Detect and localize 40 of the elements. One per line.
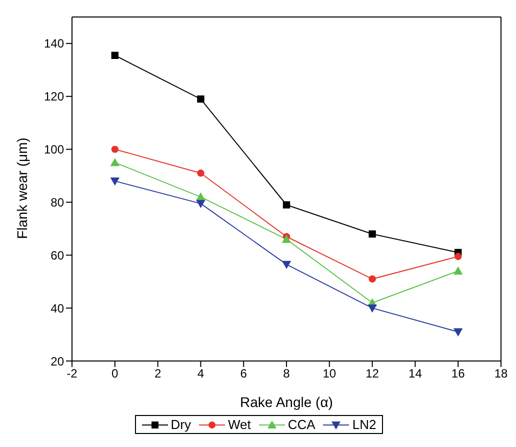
legend-label: Dry [170, 417, 191, 432]
x-tick-label: 6 [240, 366, 248, 381]
point [111, 52, 118, 59]
point [368, 275, 376, 283]
x-tick-label: 18 [494, 366, 508, 381]
point [110, 158, 120, 166]
point [196, 200, 206, 208]
x-tick-label: 14 [408, 366, 422, 381]
point [454, 328, 463, 336]
x-tick-label: -2 [66, 366, 78, 381]
x-tick-label: 0 [112, 366, 119, 381]
point [110, 177, 120, 186]
point [454, 252, 462, 260]
y-tick-label: 140 [44, 36, 64, 51]
x-tick-label: 2 [154, 366, 162, 381]
y-axis-title: Flank wear (μm) [14, 138, 30, 239]
point [282, 201, 290, 208]
y-tick-label: 20 [50, 354, 64, 368]
point [197, 95, 204, 103]
point [368, 230, 376, 238]
y-tick-label: 100 [44, 142, 64, 157]
point [111, 146, 118, 153]
point [282, 234, 292, 243]
x-tick-label: 4 [197, 366, 204, 381]
y-tick-label: 80 [50, 195, 64, 210]
point [368, 304, 377, 313]
y-tick-label: 120 [44, 90, 64, 104]
x-tick-label: 10 [322, 366, 336, 381]
x-tick-label: 16 [451, 366, 466, 381]
legend-label: LN2 [352, 417, 376, 432]
y-tick-label: 40 [50, 301, 64, 316]
point [282, 260, 292, 270]
x-tick-label: 8 [283, 366, 290, 381]
y-tick-label: 60 [50, 248, 64, 262]
x-tick-label: 12 [366, 366, 380, 381]
legend-label: Wet [228, 417, 251, 432]
point [454, 266, 463, 275]
legend-label: CCA [288, 417, 316, 432]
x-axis-title: Rake Angle (α) [240, 394, 333, 410]
point [197, 170, 204, 177]
